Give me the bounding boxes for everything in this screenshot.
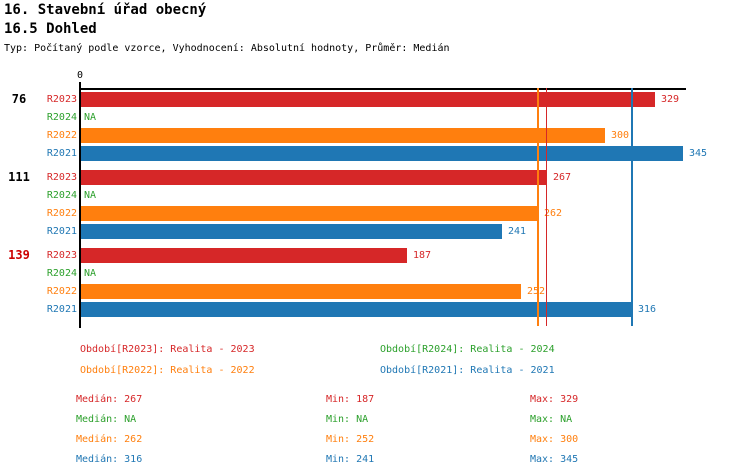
stat-median-r2023: Medián: 267	[76, 394, 143, 405]
bar-R2021	[81, 224, 502, 239]
na-label: NA	[84, 190, 97, 201]
y-axis-line	[79, 82, 81, 328]
na-label: NA	[84, 112, 97, 123]
na-label: NA	[84, 268, 97, 279]
group-label: 139	[8, 248, 30, 262]
bar-R2021	[81, 146, 683, 161]
stat-max-r2022: Max: 300	[530, 434, 579, 445]
median-line-R2023	[545, 88, 548, 326]
bar-value-label: 187	[413, 250, 432, 261]
stat-min-r2023: Min: 187	[326, 394, 375, 405]
chart-meta-line: Typ: Počítaný podle vzorce, Vyhodnocení:…	[4, 43, 450, 54]
bar-value-label: 316	[638, 304, 657, 315]
series-row-label: R2022	[46, 286, 77, 297]
series-row-label: R2021	[46, 226, 77, 237]
stat-median-r2021: Medián: 316	[76, 454, 143, 465]
stat-median-r2022: Medián: 262	[76, 434, 143, 445]
bar-R2023	[81, 170, 547, 185]
series-row-label: R2023	[46, 172, 77, 183]
bar-R2022	[81, 206, 538, 221]
page-subtitle: 16.5 Dohled	[4, 21, 97, 37]
bar-R2022	[81, 128, 605, 143]
median-line-R2021	[631, 88, 633, 326]
series-row-label: R2021	[46, 304, 77, 315]
stat-min-r2021: Min: 241	[326, 454, 375, 465]
stat-median-r2024: Medián: NA	[76, 414, 137, 425]
stat-max-r2021: Max: 345	[530, 454, 579, 465]
stat-min-r2024: Min: NA	[326, 414, 369, 425]
bar-R2021	[81, 302, 632, 317]
group-label: 111	[8, 170, 30, 184]
legend-item-r2024: Období[R2024]: Realita - 2024	[380, 344, 555, 355]
stat-min-r2022: Min: 252	[326, 434, 375, 445]
series-row-label: R2024	[46, 112, 77, 123]
x-axis-zero-tick-label: 0	[76, 70, 84, 81]
x-axis-line	[79, 88, 686, 90]
series-row-label: R2021	[46, 148, 77, 159]
series-row-label: R2022	[46, 130, 77, 141]
bar-value-label: 252	[527, 286, 546, 297]
bar-value-label: 241	[508, 226, 527, 237]
bar-value-label: 267	[553, 172, 572, 183]
legend-item-r2022: Období[R2022]: Realita - 2022	[80, 365, 255, 376]
series-row-label: R2024	[46, 268, 77, 279]
bar-value-label: 300	[611, 130, 630, 141]
bar-value-label: 345	[689, 148, 708, 159]
legend-item-r2021: Období[R2021]: Realita - 2021	[380, 365, 555, 376]
stat-max-r2023: Max: 329	[530, 394, 579, 405]
bar-R2023	[81, 92, 655, 107]
page-title: 16. Stavební úřad obecný	[4, 2, 207, 18]
series-row-label: R2022	[46, 208, 77, 219]
series-row-label: R2023	[46, 94, 77, 105]
bar-R2022	[81, 284, 521, 299]
bar-R2023	[81, 248, 407, 263]
bar-value-label: 329	[661, 94, 680, 105]
bar-value-label: 262	[544, 208, 563, 219]
median-line-R2022	[537, 88, 539, 326]
stat-max-r2024: Max: NA	[530, 414, 573, 425]
group-label: 76	[11, 92, 27, 106]
series-row-label: R2023	[46, 250, 77, 261]
legend-item-r2023: Období[R2023]: Realita - 2023	[80, 344, 255, 355]
series-row-label: R2024	[46, 190, 77, 201]
